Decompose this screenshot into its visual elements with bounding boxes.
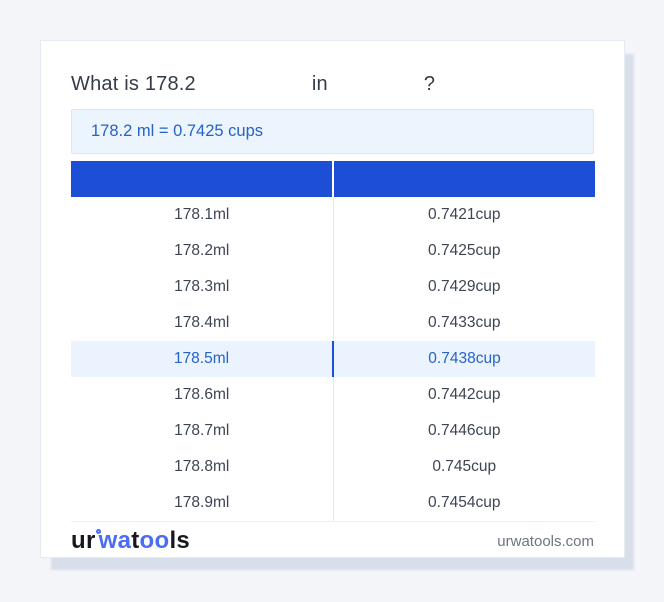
logo-part-ur: ur: [71, 527, 96, 554]
question-mark: ?: [423, 73, 436, 95]
conversion-table: 178.1ml 0.7421cup 178.2ml 0.7425cup 178.…: [71, 161, 595, 522]
question-connector: in: [311, 73, 328, 95]
conversion-table-body: 178.1ml 0.7421cup 178.2ml 0.7425cup 178.…: [71, 197, 595, 521]
site-domain-text: urwatools.com: [497, 532, 594, 550]
table-row[interactable]: 178.9ml 0.7454cup: [71, 485, 595, 521]
logo-part-ls: ls: [169, 527, 191, 554]
question-prefix: What is 178.2: [71, 73, 196, 95]
cell-ml-value: 178.1ml: [174, 206, 230, 223]
table-row[interactable]: 178.7ml 0.7446cup: [71, 413, 595, 449]
cell-cup-value: 0.7433cup: [332, 305, 596, 341]
cell-ml-value: 178.4ml: [174, 314, 230, 331]
cell-cup-value: 0.7438cup: [332, 341, 595, 377]
logo-part-wa: wa: [98, 527, 132, 554]
converter-card: What is 178.2 in? 178.2 ml = 0.7425 cups …: [40, 40, 625, 558]
logo-part-t: t: [131, 527, 140, 554]
cell-cup-value: 0.7425cup: [332, 233, 596, 269]
table-row[interactable]: 178.5ml 0.7438cup: [71, 341, 595, 377]
cell-cup-value: 0.7421cup: [332, 197, 596, 233]
cell-cup-value: 0.7454cup: [332, 485, 596, 521]
cell-cup-value: 0.745cup: [332, 449, 596, 485]
cell-cup-value: 0.7442cup: [332, 377, 596, 413]
conversion-result-text: 178.2 ml = 0.7425 cups: [91, 122, 263, 140]
header-cell-cup: [332, 161, 595, 197]
cell-cup-value: 0.7429cup: [332, 269, 596, 305]
table-row[interactable]: 178.2ml 0.7425cup: [71, 233, 595, 269]
logo-part-oo: oo: [139, 527, 170, 554]
question-title: What is 178.2 in?: [71, 73, 594, 96]
cell-ml-value: 178.8ml: [174, 458, 230, 475]
logo-ring-icon: [95, 529, 101, 534]
urwatools-logo[interactable]: ur watools: [71, 529, 190, 553]
cell-ml-value: 178.6ml: [174, 386, 230, 403]
table-row[interactable]: 178.4ml 0.7433cup: [71, 305, 595, 341]
conversion-result-banner: 178.2 ml = 0.7425 cups: [71, 109, 594, 154]
cell-ml-value: 178.5ml: [173, 350, 230, 367]
cell-ml-value: 178.9ml: [174, 494, 230, 511]
table-row[interactable]: 178.1ml 0.7421cup: [71, 197, 595, 233]
table-row[interactable]: 178.3ml 0.7429cup: [71, 269, 595, 305]
cell-cup-value: 0.7446cup: [332, 413, 596, 449]
cell-ml-value: 178.2ml: [174, 242, 230, 259]
table-row[interactable]: 178.6ml 0.7442cup: [71, 377, 595, 413]
conversion-table-header: [71, 161, 595, 197]
cell-ml-value: 178.3ml: [174, 278, 230, 295]
table-row[interactable]: 178.8ml 0.745cup: [71, 449, 595, 485]
header-cell-ml: [71, 161, 332, 197]
card-footer: ur watools urwatools.com: [71, 522, 594, 558]
cell-ml-value: 178.7ml: [174, 422, 230, 439]
